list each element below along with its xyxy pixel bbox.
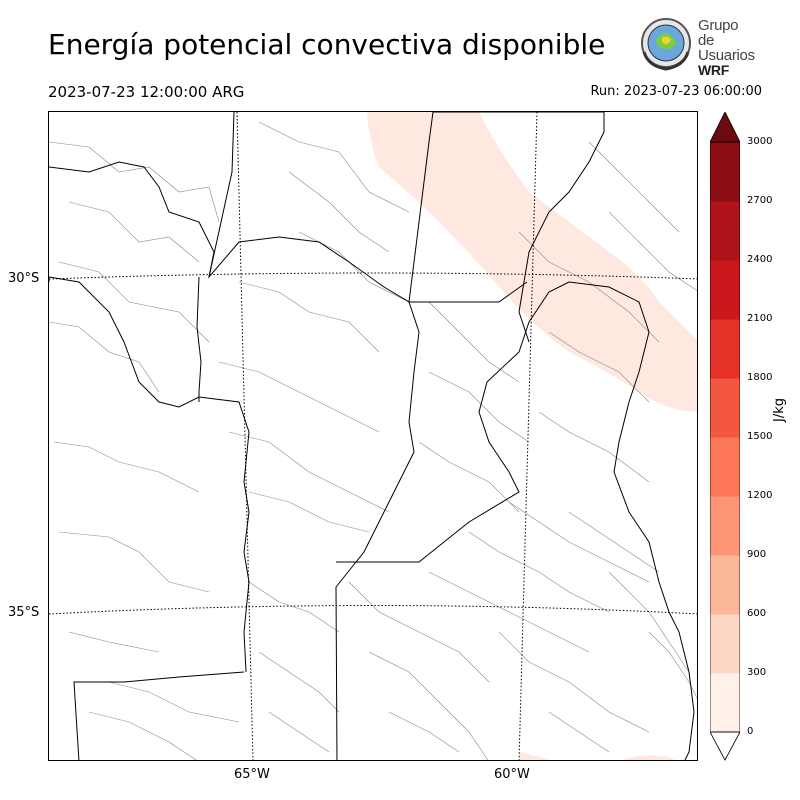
colorbar-tick-label: 1800 [747,372,773,383]
colorbar-segment [710,260,740,320]
colorbar-max-arrow [710,112,740,143]
colorbar-tick-label: 3000 [747,136,773,147]
lat-label-30s: 30°S [8,271,40,286]
colorbar-tick-label: 2100 [747,313,773,324]
colorbar-frame [710,141,740,733]
colorbar-tick-label: 2400 [747,254,773,265]
lon-label-60w: 60°W [494,767,530,782]
globe-seal-icon [641,18,691,71]
cape-shading-small-2 [623,755,675,760]
colorbar-tick-label: 1200 [747,490,773,501]
logo-text: Grupo de Usuarios WRF [698,18,758,78]
valid-time: 2023-07-23 12:00:00 ARG [48,83,245,101]
cape-shading [367,112,697,412]
gridlines [49,112,697,760]
cape-shading-small [519,752,551,760]
colorbar [710,112,740,761]
map-panel [48,111,698,761]
colorbar-segment [710,496,740,556]
colorbar-segment [710,673,740,733]
logo-line1: Grupo de [698,17,739,49]
colorbar-tick-label: 600 [747,608,767,619]
colorbar-segment [710,319,740,379]
lon-label-65w: 65°W [234,767,270,782]
logo-line2: Usuarios [698,47,755,64]
chart-title: Energía potencial convectiva disponible [48,28,606,61]
colorbar-tick-label: 0 [747,726,754,737]
colorbar-segment [710,378,740,438]
colorbar-segment [710,437,740,497]
colorbar-tick-label: 300 [747,667,767,678]
colorbar-segment [710,555,740,615]
map-svg [49,112,697,760]
colorbar-unit: J/kg [772,398,787,422]
department-lines [49,121,697,760]
colorbar-tick-label: 900 [747,549,767,560]
colorbar-segment [710,142,740,202]
run-time: Run: 2023-07-23 06:00:00 [590,84,762,99]
colorbar-segment [710,201,740,261]
wrf-logo: Grupo de Usuarios WRF [638,16,758,78]
colorbar-tick-label: 2700 [747,195,773,206]
colorbar-segment [710,614,740,674]
colorbar-min-arrow [710,731,740,761]
logo-line3: WRF [698,62,729,78]
lat-label-35s: 35°S [8,605,40,620]
province-borders [49,112,695,760]
colorbar-tick-label: 1500 [747,431,773,442]
